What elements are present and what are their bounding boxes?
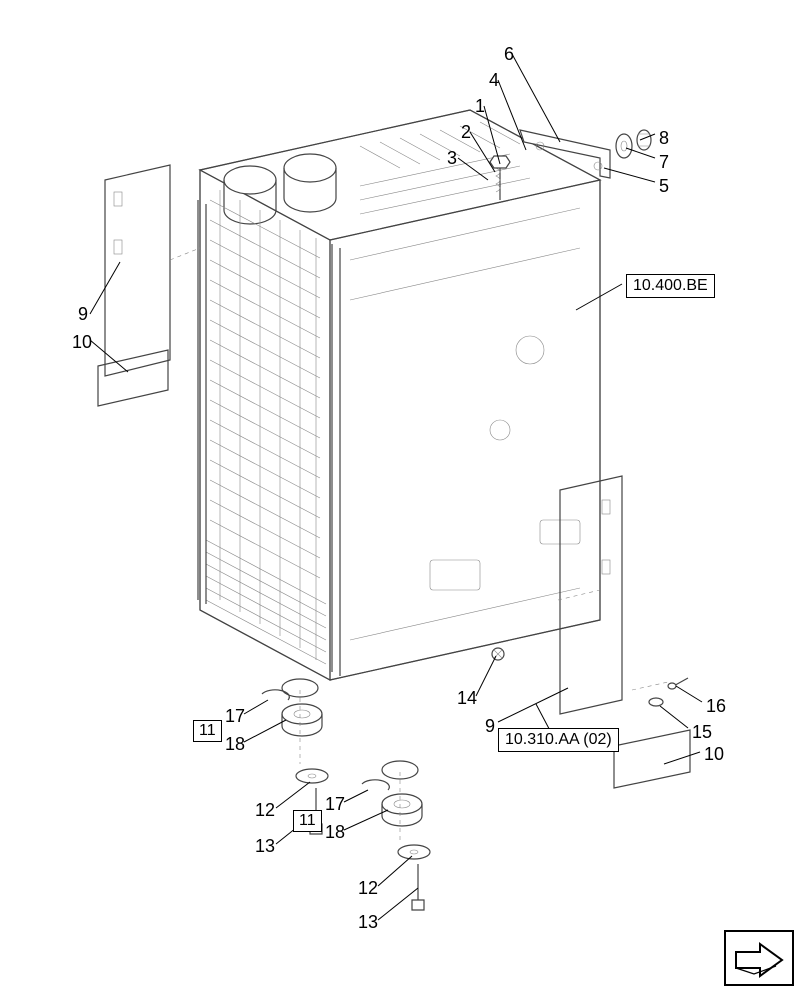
radiator-body (198, 110, 600, 779)
diagram-page: 1234567899101011111212131314151617171818… (0, 0, 812, 1000)
callout-c15: 15 (692, 722, 712, 743)
callout-c12a: 12 (255, 800, 275, 821)
ref-box-rb2: 10.310.AA (02) (498, 728, 619, 752)
callout-c17b: 17 (325, 794, 345, 815)
callout-c18a: 18 (225, 734, 245, 755)
callout-c13a: 13 (255, 836, 275, 857)
leader-lines (90, 54, 702, 920)
callout-c10a: 10 (72, 332, 92, 353)
callout-c18b: 18 (325, 822, 345, 843)
callout-c4: 4 (489, 70, 499, 91)
parts-drawing (0, 0, 812, 1000)
callout-c17a: 17 (225, 706, 245, 727)
callout-c12b: 12 (358, 878, 378, 899)
callout-c14: 14 (457, 688, 477, 709)
callout-c9b: 9 (485, 716, 495, 737)
callout-c1: 1 (475, 96, 485, 117)
callout-c8: 8 (659, 128, 669, 149)
callout-c11b: 11 (293, 810, 322, 832)
ref-box-rb1: 10.400.BE (626, 274, 715, 298)
nav-next-icon[interactable] (724, 930, 794, 986)
callout-c11a: 11 (193, 720, 222, 742)
callout-c10b: 10 (704, 744, 724, 765)
callout-c5: 5 (659, 176, 669, 197)
callout-c16: 16 (706, 696, 726, 717)
callout-c3: 3 (447, 148, 457, 169)
arrow-icon (726, 932, 792, 984)
left-seal-plate-group (98, 165, 170, 406)
callout-c7: 7 (659, 152, 669, 173)
callout-c2: 2 (461, 122, 471, 143)
callout-c6: 6 (504, 44, 514, 65)
callout-c9a: 9 (78, 304, 88, 325)
callout-c13b: 13 (358, 912, 378, 933)
